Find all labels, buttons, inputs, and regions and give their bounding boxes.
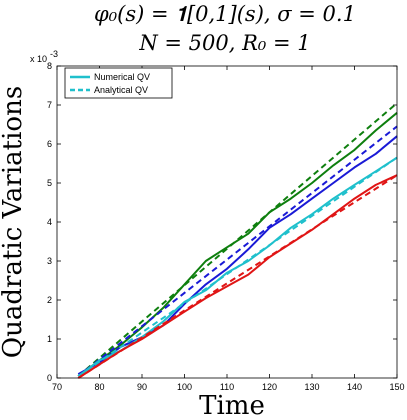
x-tick-label: 100 xyxy=(177,382,192,392)
legend: Numerical QV Analytical QV xyxy=(64,67,173,99)
x-axis-label: Time xyxy=(199,391,265,420)
x-tick-label: 80 xyxy=(94,382,104,392)
y-tick-label: 0 xyxy=(47,373,52,383)
series-analytical-7 xyxy=(77,174,398,379)
y-tick-label: 8 xyxy=(47,61,52,71)
legend-label-analytical: Analytical QV xyxy=(94,85,148,95)
y-tick-label: 6 xyxy=(47,139,52,149)
y-tick-label: 5 xyxy=(47,178,52,188)
x-tick-label: 120 xyxy=(262,382,277,392)
y-tick-label: 1 xyxy=(47,334,52,344)
x-tick-label: 90 xyxy=(137,382,147,392)
plot-background xyxy=(57,66,397,378)
series-numerical-0 xyxy=(77,112,398,377)
y-multiplier-exponent: -3 xyxy=(50,49,58,59)
plot-area xyxy=(57,66,397,378)
y-tick-label: 7 xyxy=(47,100,52,110)
series-analytical-3 xyxy=(77,125,398,377)
tick-labels: 70 80 90 100 110 120 130 140 150 0 1 2 3 4 5 6 7 8 xyxy=(47,61,405,392)
axes-layer xyxy=(56,65,398,379)
x-tick-label: 150 xyxy=(389,382,404,392)
y-tick-label: 4 xyxy=(47,217,52,227)
x-tick-label: 70 xyxy=(52,382,62,392)
series-layer xyxy=(77,102,398,379)
y-axis-label: Quadratic Variations xyxy=(0,86,28,358)
y-tick-label: 2 xyxy=(47,295,52,305)
x-tick-label: 140 xyxy=(347,382,362,392)
x-tick-label: 110 xyxy=(220,382,234,392)
series-analytical-5 xyxy=(77,156,398,377)
legend-label-numerical: Numerical QV xyxy=(94,72,150,82)
chart-title-line-1: φ₀(s) = 𝟏[0,1](s), σ = 0.1 xyxy=(94,2,356,26)
x-tick-label: 130 xyxy=(304,382,319,392)
y-tick-label: 3 xyxy=(47,256,52,266)
chart-title-line-2: N = 500, R₀ = 1 xyxy=(139,31,311,55)
y-multiplier-label: x 10 xyxy=(30,54,47,64)
series-numerical-2 xyxy=(77,135,398,375)
legend-box xyxy=(64,67,173,99)
